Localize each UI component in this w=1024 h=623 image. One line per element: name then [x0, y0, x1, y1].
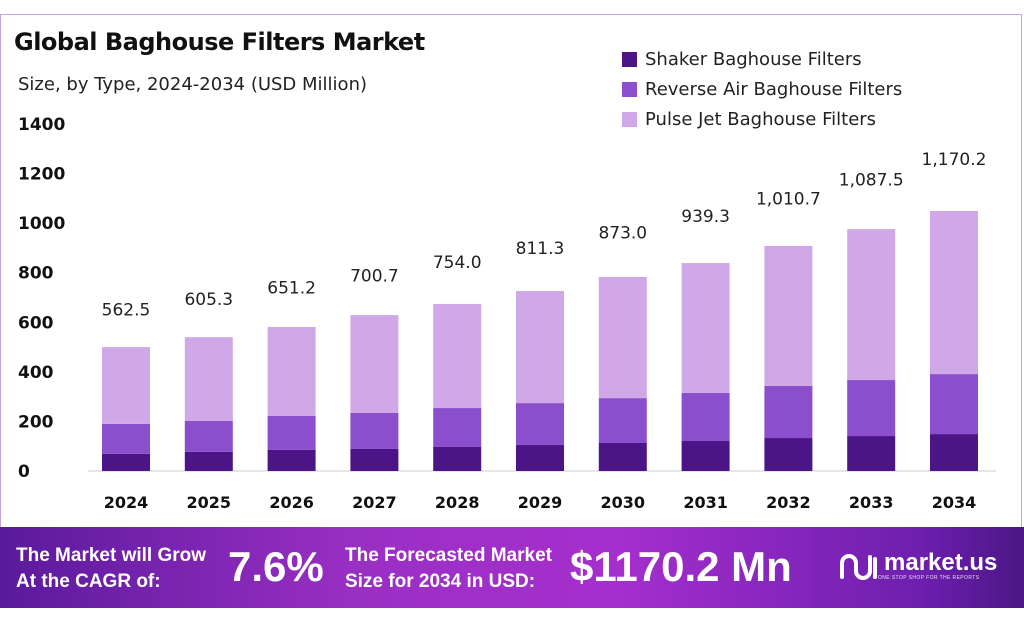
legend-swatch	[622, 81, 637, 97]
bar-segment	[681, 441, 730, 471]
bar-segment	[598, 276, 647, 399]
x-tick-label: 2026	[269, 493, 314, 512]
bar-segment	[930, 210, 978, 375]
bar-segment	[350, 315, 399, 414]
market-us-logo-icon	[840, 554, 877, 580]
y-tick-label: 800	[18, 264, 54, 284]
bar-segment	[764, 438, 813, 471]
chart-frame	[0, 14, 1022, 608]
bar-segment	[681, 392, 730, 442]
legend-label: Shaker Baghouse Filters	[645, 48, 862, 70]
bar-chart: 0 200 400 600 800 1000 1200 1400 562.5 2024 605.3 2…	[18, 115, 996, 512]
y-tick-label: 1400	[18, 115, 65, 135]
bar-segment	[350, 448, 399, 471]
legend-label: Pulse Jet Baghouse Filters	[645, 108, 877, 130]
legend-item-reverse-air: Reverse Air Baghouse Filters	[622, 74, 902, 104]
y-tick-label: 600	[18, 313, 54, 333]
x-tick-label: 2029	[518, 493, 563, 512]
bar-segment	[764, 385, 813, 439]
x-tick-label: 2031	[683, 493, 728, 512]
total-data-label: 811.3	[516, 239, 565, 259]
cagr-label-line: At the CAGR of:	[16, 571, 161, 592]
bar-segment	[102, 453, 150, 471]
bar-segment	[930, 434, 978, 471]
bar-segment	[681, 263, 730, 393]
bar-segment	[184, 420, 233, 452]
bar-segment	[184, 451, 233, 471]
bar-segment	[598, 398, 647, 443]
total-data-label: 700.7	[350, 266, 399, 286]
bar-segment	[102, 347, 150, 424]
chart-title: Global Baghouse Filters Market	[14, 28, 425, 56]
legend-label: Reverse Air Baghouse Filters	[645, 78, 903, 100]
cagr-label: The Market will Grow At the CAGR of:	[16, 543, 206, 595]
bar-segment	[350, 413, 399, 449]
legend: Shaker Baghouse Filters Reverse Air Bagh…	[622, 44, 902, 134]
y-tick-label: 200	[18, 412, 54, 432]
x-tick-label: 2030	[601, 493, 646, 512]
brand-logo: market.us ONE STOP SHOP FOR THE REPORTS	[838, 549, 997, 583]
x-tick-label: 2025	[187, 493, 232, 512]
forecast-label: The Forecasted Market Size for 2034 in US…	[345, 543, 552, 595]
summary-banner: The Market will Grow At the CAGR of: 7.6%…	[0, 527, 1024, 608]
bar-segment	[516, 403, 564, 445]
bar-segment	[847, 380, 896, 437]
x-tick-label: 2024	[104, 493, 149, 512]
x-tick-label: 2033	[849, 493, 894, 512]
brand-tagline: ONE STOP SHOP FOR THE REPORTS	[878, 575, 980, 581]
x-tick-label: 2027	[352, 493, 397, 512]
x-tick-label: 2032	[766, 493, 811, 512]
bar-segment	[102, 423, 150, 454]
y-tick-label: 400	[18, 363, 54, 383]
total-data-label: 754.0	[433, 253, 482, 273]
bar-segment	[267, 326, 316, 416]
total-data-label: 873.0	[598, 224, 647, 244]
legend-swatch	[622, 111, 637, 127]
x-tick-label: 2028	[435, 493, 480, 512]
bar-segment	[267, 415, 316, 450]
bar-segment	[433, 408, 482, 447]
bar-segment	[516, 444, 564, 471]
bar-segment	[267, 449, 316, 471]
total-data-label: 1,170.2	[922, 150, 987, 170]
total-data-label: 1,087.5	[839, 170, 904, 190]
bar-segment	[433, 446, 482, 471]
cagr-value: 7.6%	[228, 543, 324, 590]
forecast-value: $1170.2 Mn	[570, 543, 792, 590]
brand-name: market.us	[884, 549, 998, 576]
legend-item-shaker: Shaker Baghouse Filters	[622, 44, 902, 74]
bar-segment	[184, 337, 233, 421]
chart-subtitle: Size, by Type, 2024-2034 (USD Million)	[18, 74, 367, 95]
bar-segment	[433, 303, 482, 409]
forecast-label-line: The Forecasted Market	[345, 545, 552, 566]
forecast-label-line: Size for 2034 in USD:	[345, 571, 536, 592]
total-data-label: 1,010.7	[756, 189, 821, 209]
y-tick-label: 0	[18, 462, 30, 482]
bar-segment	[847, 229, 896, 381]
y-tick-label: 1000	[18, 214, 65, 234]
legend-swatch	[622, 51, 637, 67]
bar-segment	[598, 442, 647, 471]
total-data-label: 651.2	[267, 279, 316, 299]
bar-segment	[764, 245, 813, 386]
y-tick-label: 1200	[18, 165, 65, 185]
bar-segment	[516, 291, 564, 404]
bar-segment	[847, 436, 896, 471]
total-data-label: 605.3	[184, 290, 233, 310]
x-tick-label: 2034	[932, 493, 977, 512]
total-data-label: 939.3	[681, 207, 730, 227]
cagr-label-line: The Market will Grow	[16, 545, 207, 566]
legend-item-pulse-jet: Pulse Jet Baghouse Filters	[622, 104, 902, 134]
total-data-label: 562.5	[102, 301, 151, 321]
bar-segment	[930, 374, 978, 435]
